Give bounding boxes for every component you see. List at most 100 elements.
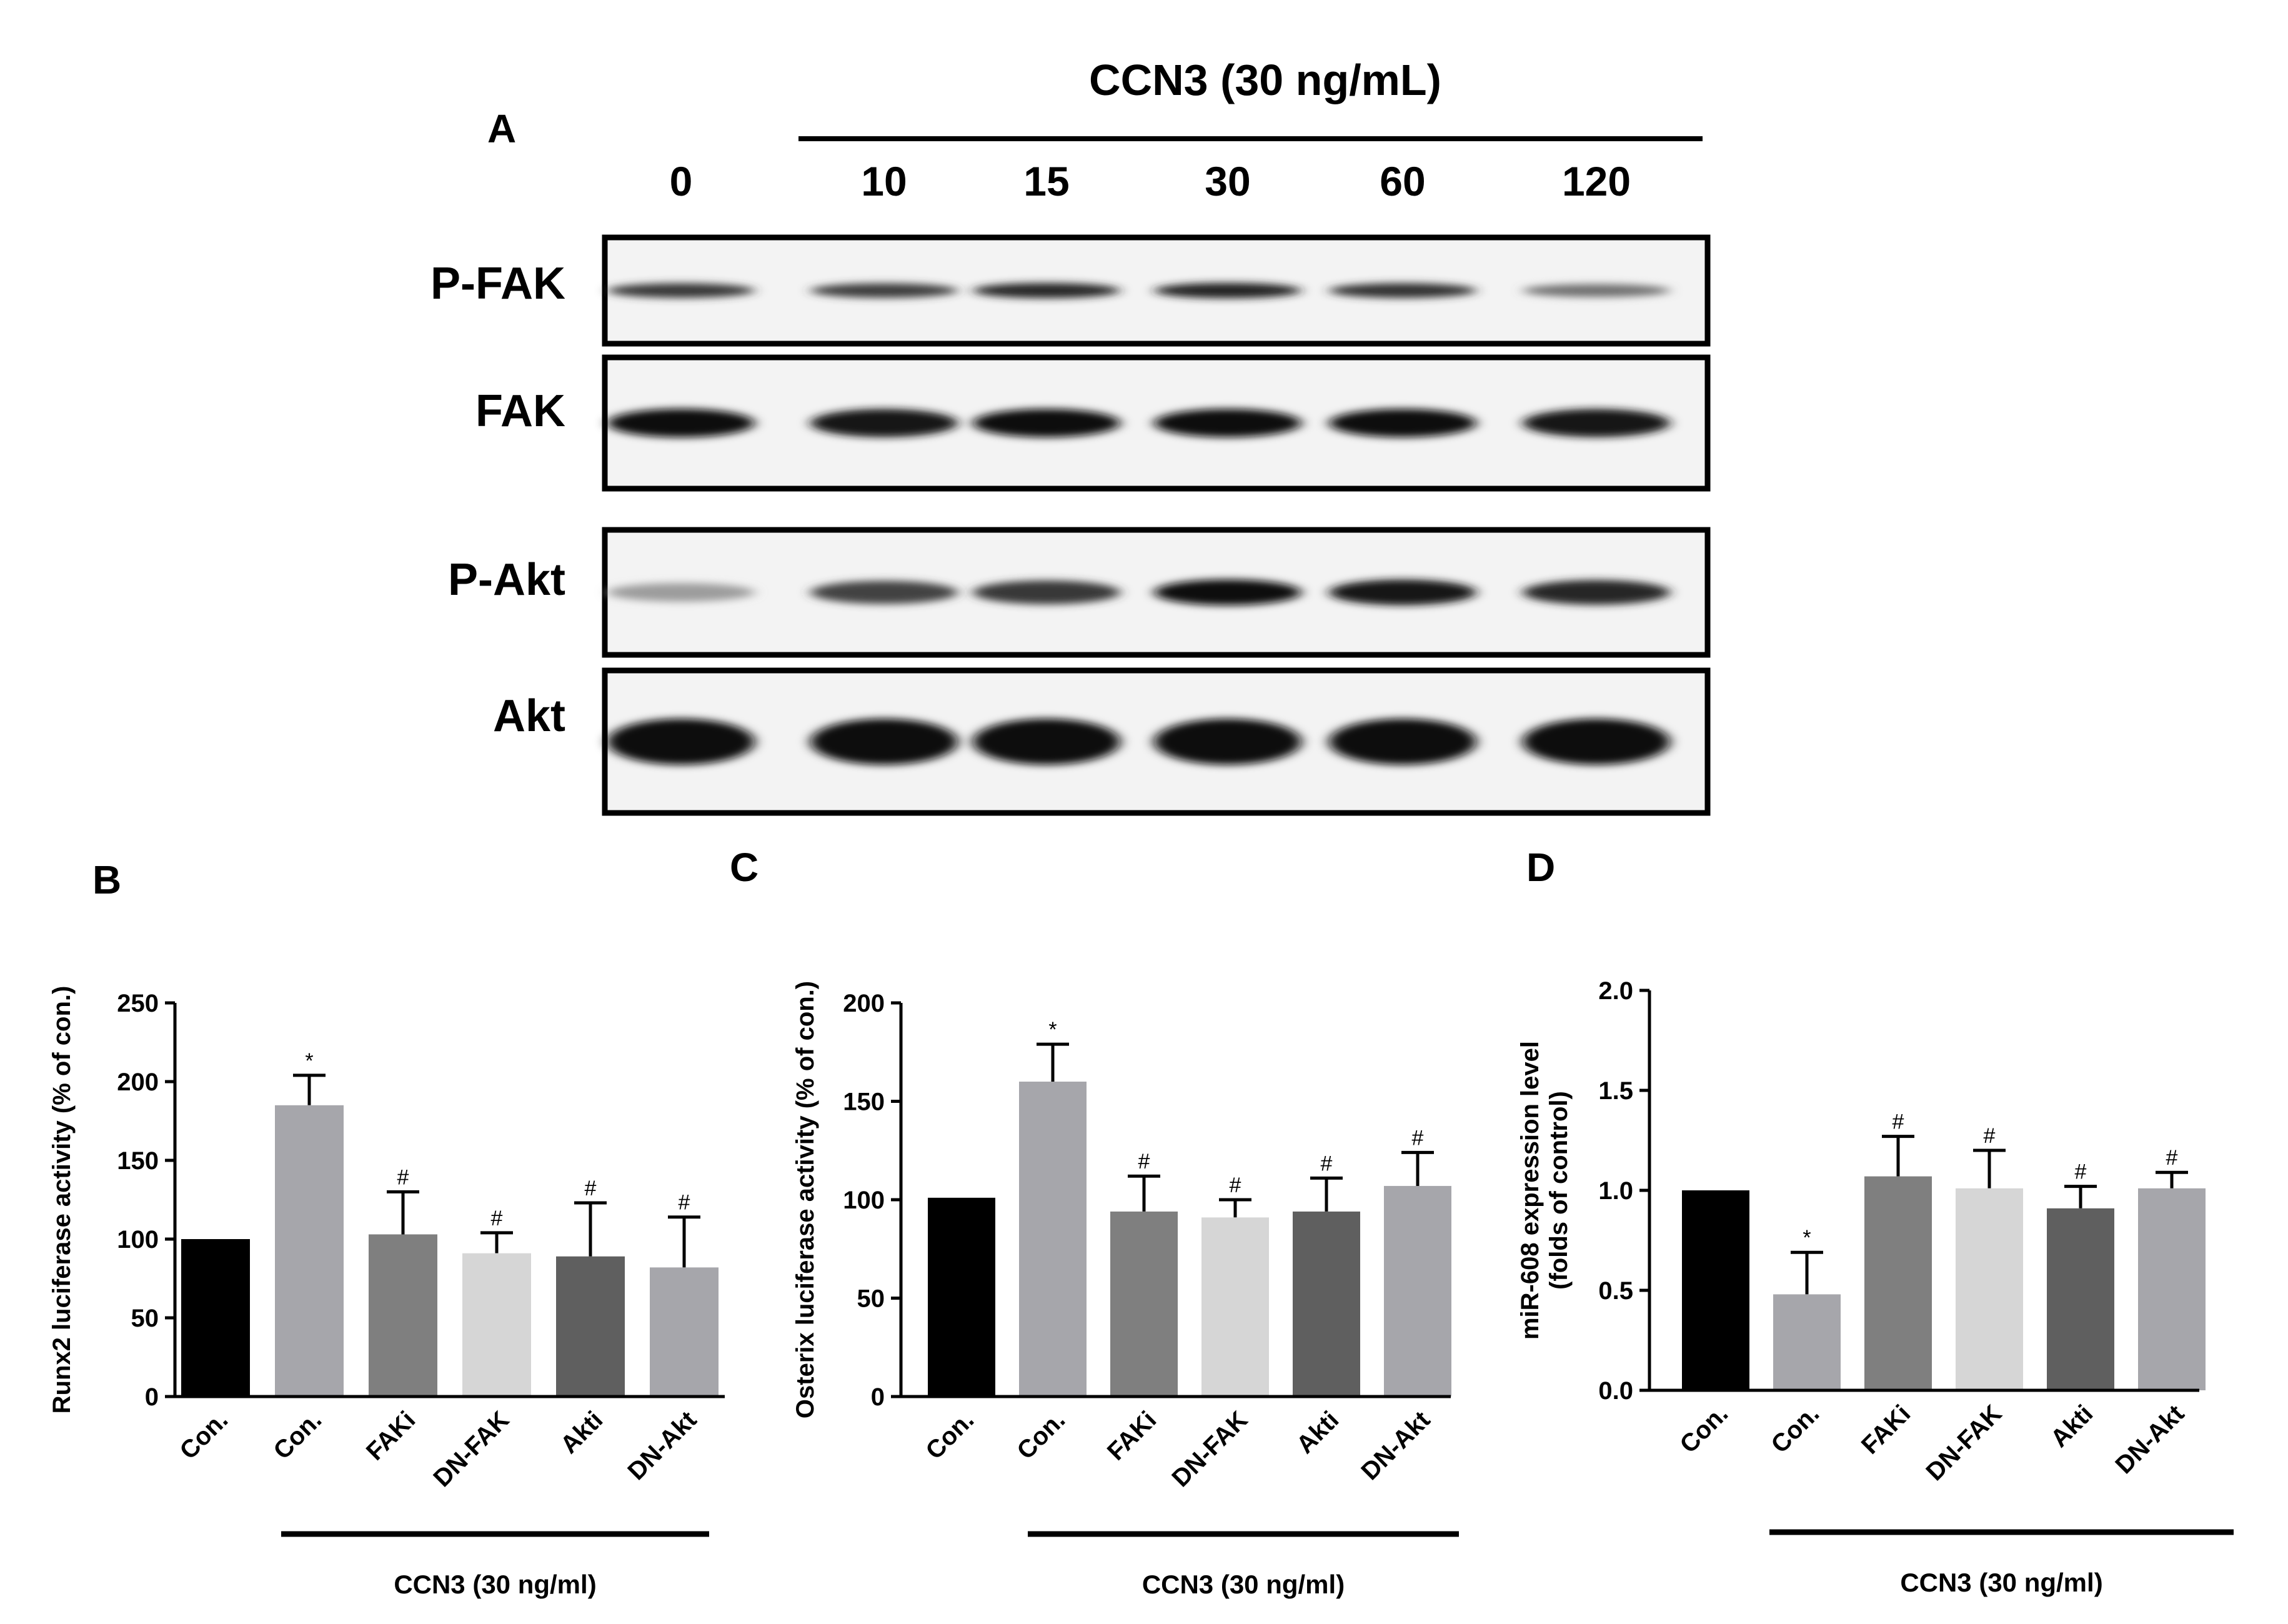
blot-band bbox=[607, 719, 755, 765]
significance-mark: # bbox=[1321, 1152, 1333, 1175]
bar bbox=[1956, 1188, 2023, 1390]
category-label: Akti bbox=[555, 1406, 609, 1459]
bar bbox=[556, 1256, 625, 1397]
blot-band bbox=[607, 409, 755, 437]
category-label: FAKi bbox=[1102, 1406, 1162, 1466]
y-tick-label: 100 bbox=[843, 1187, 885, 1214]
lane-label: 60 bbox=[1380, 158, 1425, 204]
significance-mark: # bbox=[1138, 1150, 1150, 1173]
y-tick-label: 0 bbox=[145, 1383, 159, 1411]
panel-letter: B bbox=[92, 857, 121, 902]
blot-band bbox=[1523, 409, 1670, 437]
category-label: Con. bbox=[1012, 1406, 1070, 1465]
significance-mark: # bbox=[491, 1207, 503, 1230]
bar bbox=[2047, 1208, 2114, 1390]
y-tick-label: 200 bbox=[117, 1069, 159, 1096]
blot-band bbox=[1329, 579, 1476, 605]
blot-band bbox=[1154, 579, 1301, 605]
bar bbox=[369, 1234, 437, 1397]
treatment-label: CCN3 (30 ng/mL) bbox=[1089, 56, 1441, 104]
y-tick-label: 200 bbox=[843, 990, 885, 1017]
blot-row: P-FAK bbox=[430, 234, 1711, 347]
blot-band bbox=[1523, 284, 1670, 297]
group-label: CCN3 (30 ng/ml) bbox=[1900, 1568, 2102, 1597]
blot-band bbox=[973, 409, 1120, 437]
blot-band bbox=[810, 580, 958, 604]
category-label: Con. bbox=[920, 1406, 979, 1465]
lane-labels: 0 10 15 30 60 120 bbox=[670, 158, 1631, 204]
category-label: DN-FAK bbox=[428, 1406, 514, 1492]
blot-band bbox=[607, 583, 755, 602]
panel-letter: C bbox=[730, 845, 759, 890]
y-axis-label: Osterix luciferase activity (% of con.) bbox=[792, 981, 819, 1418]
significance-mark: # bbox=[585, 1177, 597, 1200]
bar bbox=[181, 1239, 250, 1397]
category-label: Akti bbox=[1291, 1406, 1345, 1459]
y-tick-label: 50 bbox=[131, 1305, 159, 1332]
panel-letter: D bbox=[1526, 845, 1555, 890]
category-label: FAKi bbox=[361, 1406, 421, 1466]
bar bbox=[1201, 1217, 1269, 1397]
y-tick-label: 150 bbox=[843, 1088, 885, 1116]
y-tick-label: 100 bbox=[117, 1226, 159, 1253]
y-tick-label: 2.0 bbox=[1598, 977, 1633, 1005]
category-label: Con. bbox=[268, 1406, 327, 1465]
blot-band bbox=[1329, 719, 1476, 765]
chart-d: D 0.0 0.5 1.0 1.5 2.0 miR-608 expression level… bbox=[1516, 845, 2234, 1597]
blot-band bbox=[1154, 282, 1301, 299]
bar bbox=[1773, 1294, 1841, 1390]
lane-label: 120 bbox=[1562, 158, 1631, 204]
lane-label: 30 bbox=[1205, 158, 1250, 204]
blot-band bbox=[810, 283, 958, 298]
y-tick-label: 50 bbox=[857, 1285, 885, 1313]
significance-mark: # bbox=[1893, 1110, 1904, 1134]
chart-b: B 0 50 100 150 200 250 Runx2 luciferase activit… bbox=[48, 857, 725, 1599]
y-axis-label: (folds of control) bbox=[1545, 1091, 1573, 1290]
bar bbox=[462, 1253, 531, 1397]
significance-mark: # bbox=[1412, 1126, 1424, 1150]
bar bbox=[1682, 1190, 1749, 1390]
blot-band bbox=[973, 719, 1120, 765]
group-label: CCN3 (30 ng/ml) bbox=[1142, 1570, 1345, 1599]
bar bbox=[650, 1267, 719, 1397]
lane-label: 15 bbox=[1023, 158, 1069, 204]
blot-band bbox=[1154, 719, 1301, 765]
bar bbox=[1864, 1176, 1932, 1390]
significance-mark: # bbox=[397, 1165, 409, 1189]
blot-row-label: P-FAK bbox=[430, 259, 565, 309]
category-label: Con. bbox=[1766, 1400, 1824, 1458]
blot-band bbox=[973, 580, 1120, 605]
group-label: CCN3 (30 ng/ml) bbox=[394, 1570, 596, 1599]
blot-row-label: Akt bbox=[493, 691, 565, 741]
significance-mark: # bbox=[1984, 1124, 1996, 1148]
blot-row-label: FAK bbox=[475, 386, 565, 436]
y-tick-label: 0 bbox=[871, 1383, 885, 1411]
y-tick-label: 0.0 bbox=[1598, 1377, 1633, 1405]
category-label: DN-Akt bbox=[622, 1406, 702, 1485]
y-tick-label: 150 bbox=[117, 1147, 159, 1175]
blot-band bbox=[973, 282, 1120, 299]
blot-band bbox=[810, 719, 958, 765]
blot-band bbox=[1154, 409, 1301, 437]
bar bbox=[1110, 1211, 1178, 1397]
panel-a-letter: A bbox=[487, 106, 516, 151]
y-tick-label: 0.5 bbox=[1598, 1277, 1633, 1305]
category-label: DN-FAK bbox=[1921, 1400, 2007, 1486]
lane-label: 10 bbox=[861, 158, 907, 204]
western-blot-panel: A CCN3 (30 ng/mL) 0 10 15 30 60 120 P-FAK FAK P… bbox=[430, 56, 1711, 816]
lane-label: 0 bbox=[670, 158, 693, 204]
blot-row: P-Akt bbox=[448, 527, 1711, 658]
significance-mark: # bbox=[2166, 1146, 2178, 1170]
blot-row: FAK bbox=[475, 354, 1711, 492]
significance-mark: * bbox=[305, 1049, 313, 1073]
significance-mark: * bbox=[1803, 1226, 1811, 1250]
category-label: Con. bbox=[1674, 1400, 1733, 1458]
y-tick-label: 1.0 bbox=[1598, 1177, 1633, 1205]
bar bbox=[1384, 1185, 1451, 1397]
blot-band bbox=[607, 283, 755, 298]
chart-c: C 0 50 100 150 200 Osterix luciferase activity… bbox=[730, 845, 1459, 1599]
blot-row-label: P-Akt bbox=[448, 555, 565, 605]
bar bbox=[2138, 1188, 2206, 1390]
blot-band bbox=[1523, 580, 1670, 605]
